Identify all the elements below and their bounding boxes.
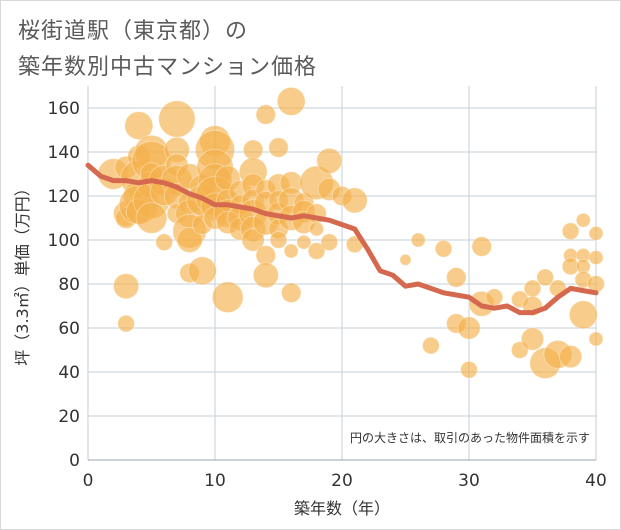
data-bubble bbox=[460, 360, 478, 379]
title-line-2: 築年数別中古マンション価格 bbox=[18, 55, 318, 80]
y-tick-label: 0 bbox=[69, 451, 80, 471]
data-bubble bbox=[211, 281, 244, 314]
data-bubble bbox=[568, 300, 598, 330]
data-bubble bbox=[187, 256, 217, 286]
x-tick-label: 40 bbox=[585, 471, 607, 491]
data-bubble bbox=[558, 344, 583, 369]
data-bubble bbox=[341, 187, 368, 214]
data-bubble bbox=[485, 288, 504, 307]
data-bubble bbox=[124, 111, 154, 141]
y-tick-label: 100 bbox=[48, 231, 80, 251]
data-bubble bbox=[520, 327, 545, 351]
data-bubble bbox=[242, 139, 264, 161]
y-tick-label: 40 bbox=[58, 363, 80, 383]
data-bubble bbox=[296, 234, 312, 250]
data-bubble bbox=[457, 316, 481, 340]
y-tick-label: 60 bbox=[58, 319, 80, 339]
y-axis-label: 坪（3.3㎡）単価（万円） bbox=[13, 180, 32, 365]
data-bubble bbox=[280, 282, 302, 304]
data-bubble bbox=[283, 243, 299, 259]
data-bubble bbox=[399, 253, 412, 266]
x-tick-label: 30 bbox=[458, 471, 480, 491]
data-bubble bbox=[536, 268, 555, 287]
data-bubble bbox=[255, 104, 277, 125]
data-bubble bbox=[588, 331, 604, 347]
data-bubble bbox=[575, 212, 591, 228]
data-bubble bbox=[269, 231, 288, 249]
data-bubble bbox=[158, 100, 196, 138]
data-bubble bbox=[588, 250, 604, 266]
trend-line bbox=[85, 162, 599, 316]
data-bubble bbox=[117, 314, 135, 333]
data-bubble bbox=[588, 225, 604, 241]
x-tick-label: 0 bbox=[83, 471, 94, 491]
data-bubble bbox=[155, 233, 174, 252]
data-bubble bbox=[252, 262, 279, 289]
data-bubble bbox=[410, 232, 426, 248]
data-bubble bbox=[471, 236, 493, 257]
data-bubble bbox=[176, 226, 203, 254]
x-axis-label: 築年数（年） bbox=[294, 499, 390, 518]
data-bubble bbox=[135, 202, 168, 234]
chart-title: 桜街道駅（東京都）の 築年数別中古マンション価格 bbox=[18, 14, 317, 86]
data-bubble bbox=[422, 336, 440, 355]
data-bubble bbox=[113, 273, 140, 300]
bubble-size-note: 円の大きさは、取引のあった物件面積を示す bbox=[350, 430, 590, 445]
data-bubble bbox=[309, 221, 325, 237]
data-bubble bbox=[320, 233, 339, 252]
y-tick-label: 140 bbox=[48, 143, 80, 163]
data-bubble bbox=[446, 267, 467, 288]
x-tick-label: 10 bbox=[204, 471, 226, 491]
axes: 0 20 40 60 80 100 120 140 160 0 10 20 30 40 bbox=[48, 99, 607, 491]
y-tick-label: 160 bbox=[48, 99, 80, 119]
data-bubble bbox=[241, 228, 265, 252]
data-bubble bbox=[561, 222, 580, 241]
x-tick-label: 20 bbox=[331, 471, 353, 491]
data-bubble bbox=[268, 137, 289, 158]
y-tick-label: 80 bbox=[58, 275, 80, 295]
data-bubble bbox=[316, 147, 343, 174]
y-tick-label: 20 bbox=[58, 407, 80, 427]
data-bubble bbox=[434, 239, 453, 258]
title-line-1: 桜街道駅（東京都）の bbox=[18, 19, 249, 44]
data-bubble bbox=[307, 242, 326, 260]
data-bubble bbox=[276, 86, 306, 116]
y-tick-label: 120 bbox=[48, 187, 80, 207]
